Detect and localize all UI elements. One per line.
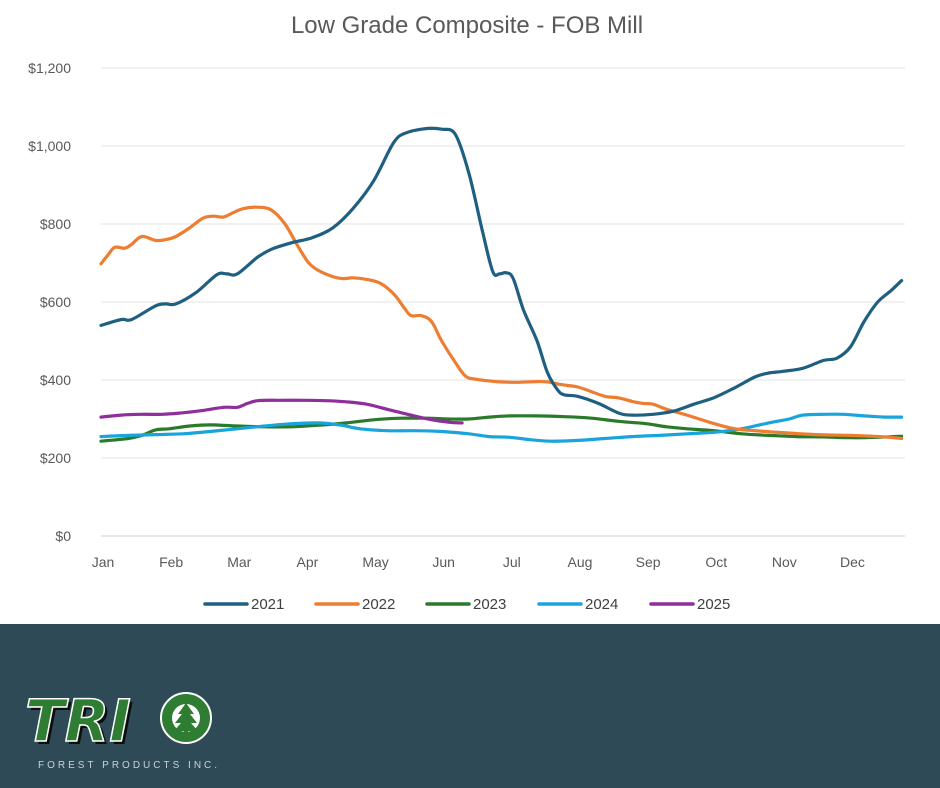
legend-label: 2024 <box>585 596 618 613</box>
series-line-2023 <box>99 414 904 443</box>
y-tick-label: $200 <box>40 450 71 466</box>
x-tick-label: Apr <box>297 554 319 570</box>
trio-logo: TRI TRI <box>22 686 222 756</box>
x-tick-label: Sep <box>636 554 661 570</box>
x-tick-label: Oct <box>705 554 727 570</box>
svg-text:TRI: TRI <box>25 687 131 755</box>
tree-icon <box>160 692 212 744</box>
x-tick-label: Jan <box>92 554 115 570</box>
y-tick-label: $800 <box>40 216 71 232</box>
chart-title: Low Grade Composite - FOB Mill <box>291 12 643 39</box>
series-line-2024 <box>99 412 904 443</box>
logo-subtitle: FOREST PRODUCTS INC. <box>38 760 221 771</box>
x-tick-label: Aug <box>567 554 592 570</box>
legend: 2021 2022 2023 2024 2025 <box>203 596 730 613</box>
x-tick-label: Nov <box>772 554 797 570</box>
x-tick-label: Mar <box>227 554 251 570</box>
x-tick-label: Feb <box>159 554 183 570</box>
x-tick-label: Dec <box>840 554 865 570</box>
y-tick-label: $1,200 <box>28 60 71 76</box>
x-tick-label: Jun <box>432 554 455 570</box>
series-lines <box>99 126 904 443</box>
y-tick-label: $600 <box>40 294 71 310</box>
legend-label: 2021 <box>251 596 284 613</box>
chart-panel: Low Grade Composite - FOB Mill $0 $200 $40… <box>0 0 940 624</box>
y-tick-label: $0 <box>55 528 71 544</box>
legend-label: 2023 <box>473 596 506 613</box>
x-tick-label: May <box>362 554 388 570</box>
x-axis-ticks: Jan Feb Mar Apr May Jun Jul Aug Sep Oct Nov Dec <box>92 554 865 570</box>
y-axis-ticks: $0 $200 $400 $600 $800 $1,000 $1,200 <box>28 60 71 544</box>
series-line-2021 <box>99 126 904 417</box>
legend-label: 2025 <box>697 596 730 613</box>
line-chart: Low Grade Composite - FOB Mill $0 $200 $40… <box>28 12 905 613</box>
gridlines <box>101 67 905 537</box>
legend-label: 2022 <box>362 596 395 613</box>
series-line-2022 <box>99 205 904 441</box>
x-tick-label: Jul <box>503 554 521 570</box>
y-tick-label: $400 <box>40 372 71 388</box>
series-line-2025 <box>99 398 464 425</box>
svg-text:TRI: TRI <box>28 690 134 756</box>
y-tick-label: $1,000 <box>28 138 71 154</box>
